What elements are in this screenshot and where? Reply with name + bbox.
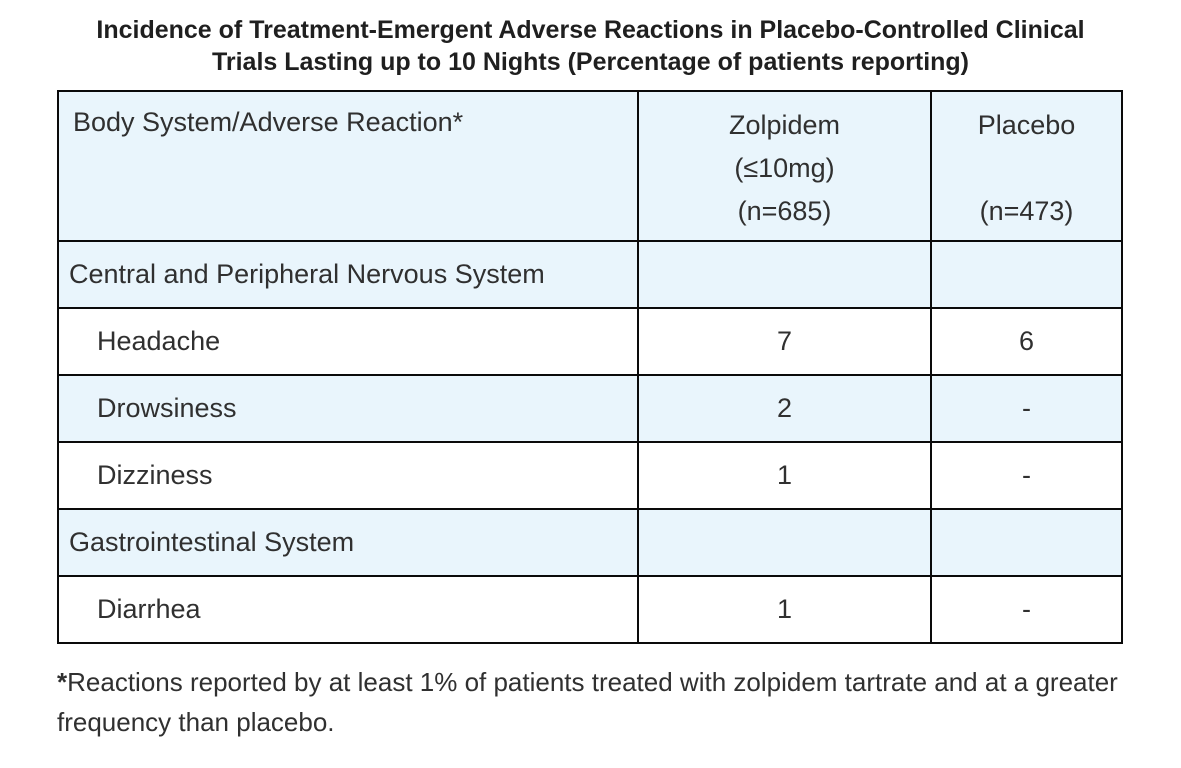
zolpidem-value-cell [637, 508, 932, 577]
table-row-diarrhea: Diarrhea 1 - [57, 575, 1123, 644]
header-zolpidem-name: Zolpidem [728, 110, 841, 140]
zolpidem-value-cell [637, 240, 932, 309]
zolpidem-value-cell: 1 [637, 441, 932, 510]
table-row-category-gastrointestinal: Gastrointestinal System [57, 508, 1123, 577]
reaction-label: Diarrhea [57, 575, 639, 644]
table-row-category-cns: Central and Peripheral Nervous System [57, 240, 1123, 309]
header-placebo-n: (n=473) [979, 196, 1074, 226]
header-zolpidem-n: (n=685) [737, 196, 832, 226]
header-zolpidem: Zolpidem (≤10mg) (n=685) [637, 90, 932, 242]
category-label: Central and Peripheral Nervous System [57, 240, 639, 309]
header-body-system: Body System/Adverse Reaction* [57, 90, 639, 242]
footnote: *Reactions reported by at least 1% of pa… [57, 662, 1131, 742]
footnote-text: Reactions reported by at least 1% of pat… [57, 667, 1118, 737]
table-row-headache: Headache 7 6 [57, 307, 1123, 376]
page-title-line-2: Trials Lasting up to 10 Nights (Percenta… [211, 48, 970, 76]
table-row-drowsiness: Drowsiness 2 - [57, 374, 1123, 443]
placebo-value-cell [930, 240, 1123, 309]
placebo-value-cell [930, 508, 1123, 577]
zolpidem-value-cell: 2 [637, 374, 932, 443]
placebo-value-cell: - [930, 374, 1123, 443]
page-title-line-1: Incidence of Treatment-Emergent Adverse … [96, 16, 1085, 44]
table-row-dizziness: Dizziness 1 - [57, 441, 1123, 510]
reaction-label: Dizziness [57, 441, 639, 510]
placebo-value-cell: - [930, 575, 1123, 644]
page-title: Incidence of Treatment-Emergent Adverse … [0, 14, 1181, 78]
footnote-asterisk: * [57, 667, 68, 697]
zolpidem-value-cell: 7 [637, 307, 932, 376]
placebo-value-cell: 6 [930, 307, 1123, 376]
header-placebo: Placebo (n=473) [930, 90, 1123, 242]
placebo-value-cell: - [930, 441, 1123, 510]
header-row: Body System/Adverse Reaction* Zolpidem (… [57, 90, 1123, 242]
zolpidem-value-cell: 1 [637, 575, 932, 644]
header-placebo-name: Placebo [977, 110, 1076, 140]
reaction-label: Headache [57, 307, 639, 376]
header-zolpidem-dose: (≤10mg) [734, 153, 835, 183]
adverse-reactions-table: Body System/Adverse Reaction* Zolpidem (… [57, 90, 1123, 644]
category-label: Gastrointestinal System [57, 508, 639, 577]
header-placebo-spacer [933, 147, 1120, 190]
reaction-label: Drowsiness [57, 374, 639, 443]
